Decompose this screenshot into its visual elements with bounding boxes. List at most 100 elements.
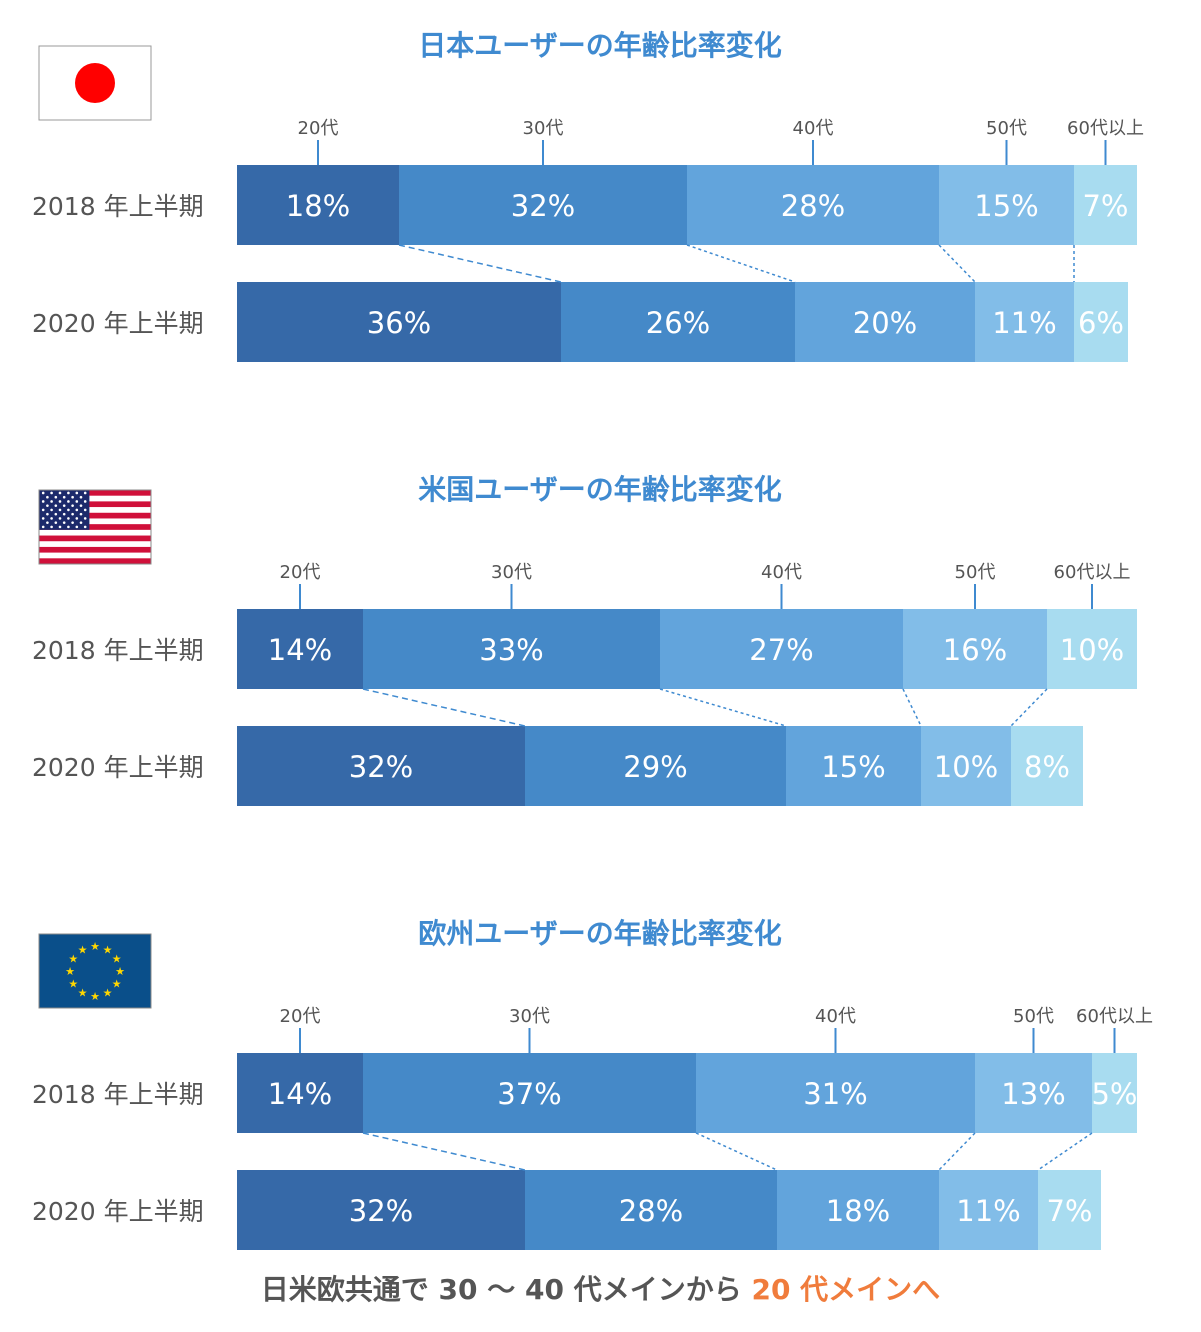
tick-label: 20代	[280, 1006, 321, 1027]
usa-flag-star	[41, 491, 45, 495]
data-label: 7%	[1046, 1194, 1092, 1228]
data-label: 7%	[1082, 189, 1128, 223]
eu-flag-star: ★	[65, 965, 75, 978]
tick-label: 30代	[509, 1006, 550, 1027]
usa-flag-star	[54, 512, 58, 516]
data-label: 10%	[934, 750, 998, 784]
usa-flag-star	[50, 517, 53, 520]
bar-segment	[786, 726, 921, 806]
usa-flag-star	[58, 508, 62, 512]
data-label: 29%	[623, 750, 687, 784]
chart-title: 日本ユーザーの年齢比率変化	[418, 29, 781, 62]
data-label: 32%	[349, 750, 413, 784]
bar-segment	[903, 609, 1047, 689]
usa-flag-stripe	[39, 512, 151, 519]
data-label: 16%	[943, 633, 1007, 667]
data-label: 15%	[821, 750, 885, 784]
bar-segment	[975, 282, 1074, 362]
connector-line	[695, 1132, 778, 1171]
usa-flag-stripe	[39, 524, 151, 531]
usa-flag-stripe	[39, 552, 151, 559]
data-label: 18%	[826, 1194, 890, 1228]
connector-line	[362, 688, 526, 727]
usa-flag-star	[79, 521, 83, 524]
usa-flag-star	[75, 517, 79, 520]
usa-flag-stripe	[39, 541, 151, 548]
data-label: 10%	[1060, 633, 1124, 667]
eu-flag-star: ★	[103, 987, 113, 1000]
usa-flag-stripe	[39, 518, 151, 525]
data-label: 28%	[619, 1194, 683, 1228]
bar-segment	[237, 165, 399, 245]
usa-flag-star	[67, 491, 70, 495]
bar-segment	[975, 1053, 1092, 1133]
usa-flag-stripe	[39, 535, 151, 542]
usa-flag-stripe	[39, 507, 151, 514]
data-label: 33%	[479, 633, 543, 667]
usa-flag-star	[71, 495, 74, 499]
tick-label: 20代	[298, 118, 339, 139]
data-label: 26%	[646, 306, 710, 340]
connector-line	[686, 244, 796, 283]
row-label: 2018 年上半期	[32, 636, 204, 665]
bar-segment	[237, 609, 363, 689]
eu-flag-star: ★	[115, 965, 125, 978]
row-label: 2020 年上半期	[32, 1197, 204, 1226]
bar-segment	[237, 1053, 363, 1133]
bar-segment	[1011, 726, 1083, 806]
usa-flag-star	[54, 521, 58, 524]
eu-flag-background	[38, 933, 152, 1009]
tick-label: 50代	[986, 118, 1027, 139]
usa-flag-star	[50, 525, 53, 529]
bar-segment	[1092, 1053, 1137, 1133]
usa-flag-star	[83, 500, 87, 503]
tick-label: 40代	[761, 562, 802, 583]
bar-segment	[363, 1053, 696, 1133]
usa-flag-star	[41, 517, 45, 520]
tick-label: 40代	[793, 118, 834, 139]
eu-flag-star: ★	[112, 978, 122, 991]
usa-flag-star	[71, 521, 74, 524]
usa-flag-star	[54, 504, 58, 507]
usa-flag-stripe	[39, 490, 151, 496]
data-label: 36%	[367, 306, 431, 340]
usa-flag-star	[75, 508, 79, 512]
connector-line	[659, 688, 787, 727]
tick-label: 40代	[815, 1006, 856, 1027]
tick-label: 30代	[523, 118, 564, 139]
data-label: 20%	[853, 306, 917, 340]
connector-line	[398, 244, 562, 283]
tick-label: 60代以上	[1067, 118, 1144, 139]
eu-flag-star: ★	[90, 990, 100, 1003]
usa-flag-star	[83, 491, 87, 495]
usa-flag-star	[58, 517, 62, 520]
data-label: 28%	[781, 189, 845, 223]
connector-line	[362, 1132, 526, 1171]
tick-label: 20代	[280, 562, 321, 583]
eu-flag-star: ★	[90, 940, 100, 953]
chart-section-2: 欧州ユーザーの年齢比率変化★ ★★★★★★★★★★★2018 年上半期 14% 37%…	[32, 917, 1153, 1250]
usa-flag-star	[62, 512, 66, 516]
tick-label: 50代	[1013, 1006, 1054, 1027]
bar-segment	[939, 1170, 1038, 1250]
usa-flag-star	[67, 525, 70, 529]
footer-highlight: 20 代メインへ	[751, 1273, 941, 1306]
usa-flag-star	[50, 508, 53, 512]
usa-flag-star	[83, 508, 87, 512]
bar-segment	[696, 1053, 975, 1133]
eu-flag-star: ★	[78, 943, 88, 956]
connector-line	[902, 688, 922, 727]
data-label: 11%	[956, 1194, 1020, 1228]
chart-title: 欧州ユーザーの年齢比率変化	[418, 917, 781, 950]
usa-flag-stripe	[39, 558, 151, 565]
data-label: 15%	[974, 189, 1038, 223]
footer-caption: 日米欧共通で 30 〜 40 代メインから 20 代メインへ	[0, 1268, 1201, 1308]
usa-flag-star	[75, 525, 79, 529]
data-label: 8%	[1024, 750, 1070, 784]
data-label: 32%	[349, 1194, 413, 1228]
usa-flag-star	[79, 512, 83, 516]
connector-line	[1037, 1132, 1093, 1171]
data-label: 11%	[992, 306, 1056, 340]
bar-segment	[1074, 282, 1128, 362]
